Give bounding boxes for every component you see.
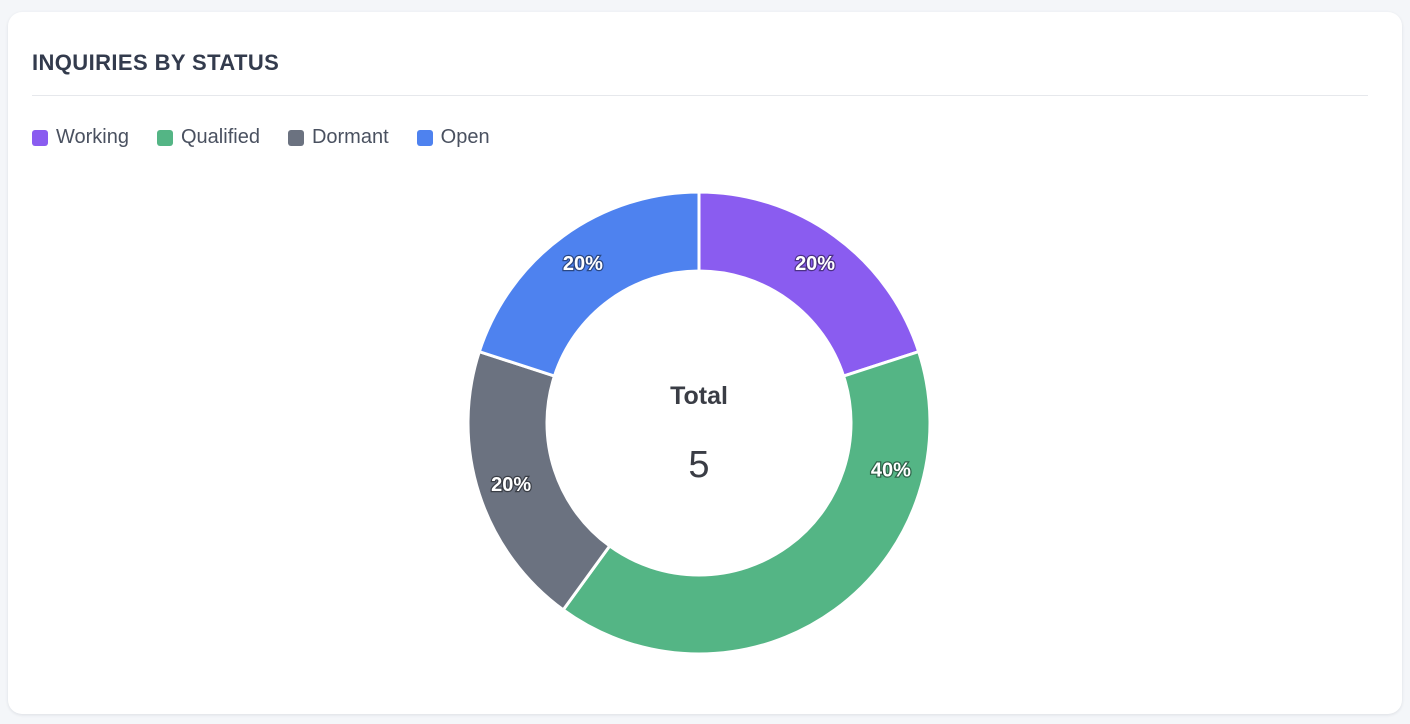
legend-swatch-qualified: [157, 129, 173, 146]
legend-swatch-open: [416, 129, 433, 146]
donut-chart: 20% 40% 20% 20% Total 5: [466, 190, 932, 656]
slice-label-open: 20%: [563, 253, 603, 275]
slice-qualified[interactable]: [561, 349, 932, 656]
legend-label-dormant: Dormant: [311, 126, 389, 148]
card-title: INQUIRIES BY STATUS: [32, 50, 280, 75]
legend-swatch-dormant: [287, 129, 304, 146]
legend-swatch-working: [32, 129, 48, 146]
slice-dormant[interactable]: [466, 349, 612, 612]
legend-item-qualified[interactable]: Qualified: [157, 126, 260, 149]
chart-legend: Working Qualified Dormant Open: [32, 126, 490, 149]
legend-label-qualified: Qualified: [181, 126, 260, 148]
slice-label-working: 20%: [795, 253, 835, 275]
slice-label-dormant: 20%: [491, 474, 531, 496]
legend-item-open[interactable]: Open: [416, 126, 490, 149]
donut-slices: [466, 190, 932, 656]
legend-label-open: Open: [440, 126, 490, 148]
center-total-label: Total: [670, 382, 728, 410]
slice-label-qualified: 40%: [871, 460, 911, 482]
inquiries-by-status-card: INQUIRIES BY STATUS Working Qualified Dorm…: [8, 12, 1402, 714]
title-divider: [32, 95, 1368, 96]
slice-working[interactable]: [697, 190, 921, 378]
slice-open[interactable]: [477, 190, 701, 378]
legend-item-working[interactable]: Working: [32, 126, 129, 149]
center-total-value: 5: [688, 444, 709, 486]
legend-label-working: Working: [56, 126, 129, 148]
slice-labels: 20% 40% 20% 20%: [490, 252, 912, 497]
legend-item-dormant[interactable]: Dormant: [287, 126, 389, 149]
